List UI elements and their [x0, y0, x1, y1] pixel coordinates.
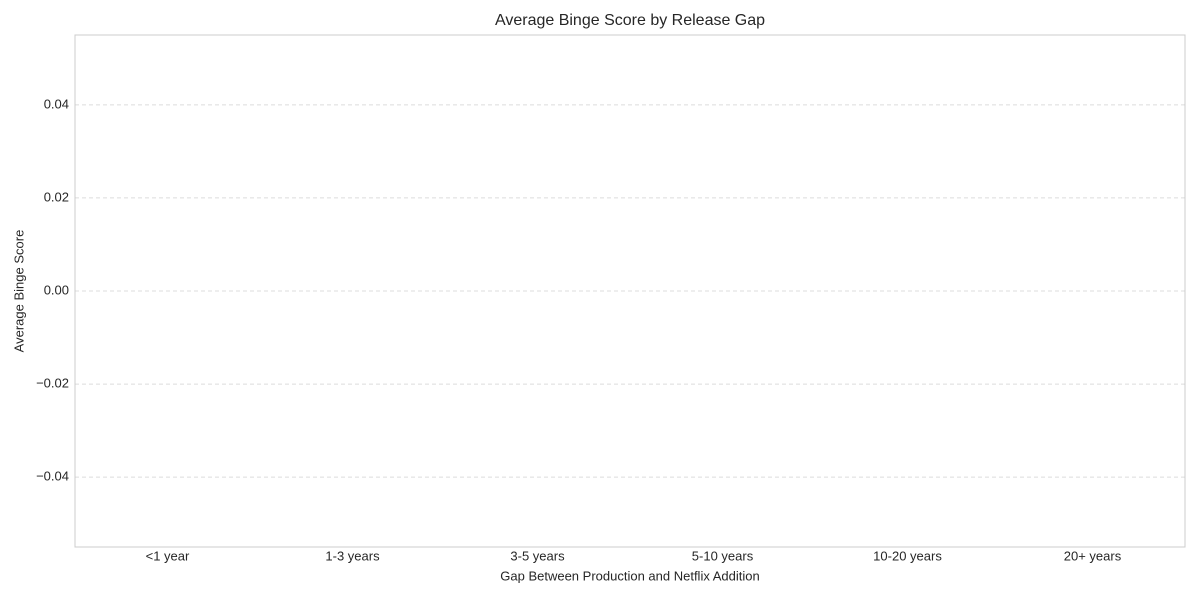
chart-title: Average Binge Score by Release Gap — [495, 12, 765, 29]
x-tick-label: 5-10 years — [692, 548, 754, 563]
y-axis-label: Average Binge Score — [11, 230, 26, 353]
x-tick-label: <1 year — [146, 548, 190, 563]
x-tick-label: 10-20 years — [873, 548, 942, 563]
y-tick-label: −0.04 — [36, 469, 69, 484]
y-tick-label: −0.02 — [36, 376, 69, 391]
x-tick-label: 20+ years — [1064, 548, 1122, 563]
plot-frame — [74, 34, 1186, 548]
x-tick-label: 1-3 years — [325, 548, 380, 563]
y-tick-label: 0.04 — [44, 96, 69, 111]
x-tick-label: 3-5 years — [510, 548, 565, 563]
x-axis-label: Gap Between Production and Netflix Addit… — [500, 568, 759, 583]
y-tick-label: 0.00 — [44, 282, 69, 297]
y-tick-label: 0.02 — [44, 189, 69, 204]
